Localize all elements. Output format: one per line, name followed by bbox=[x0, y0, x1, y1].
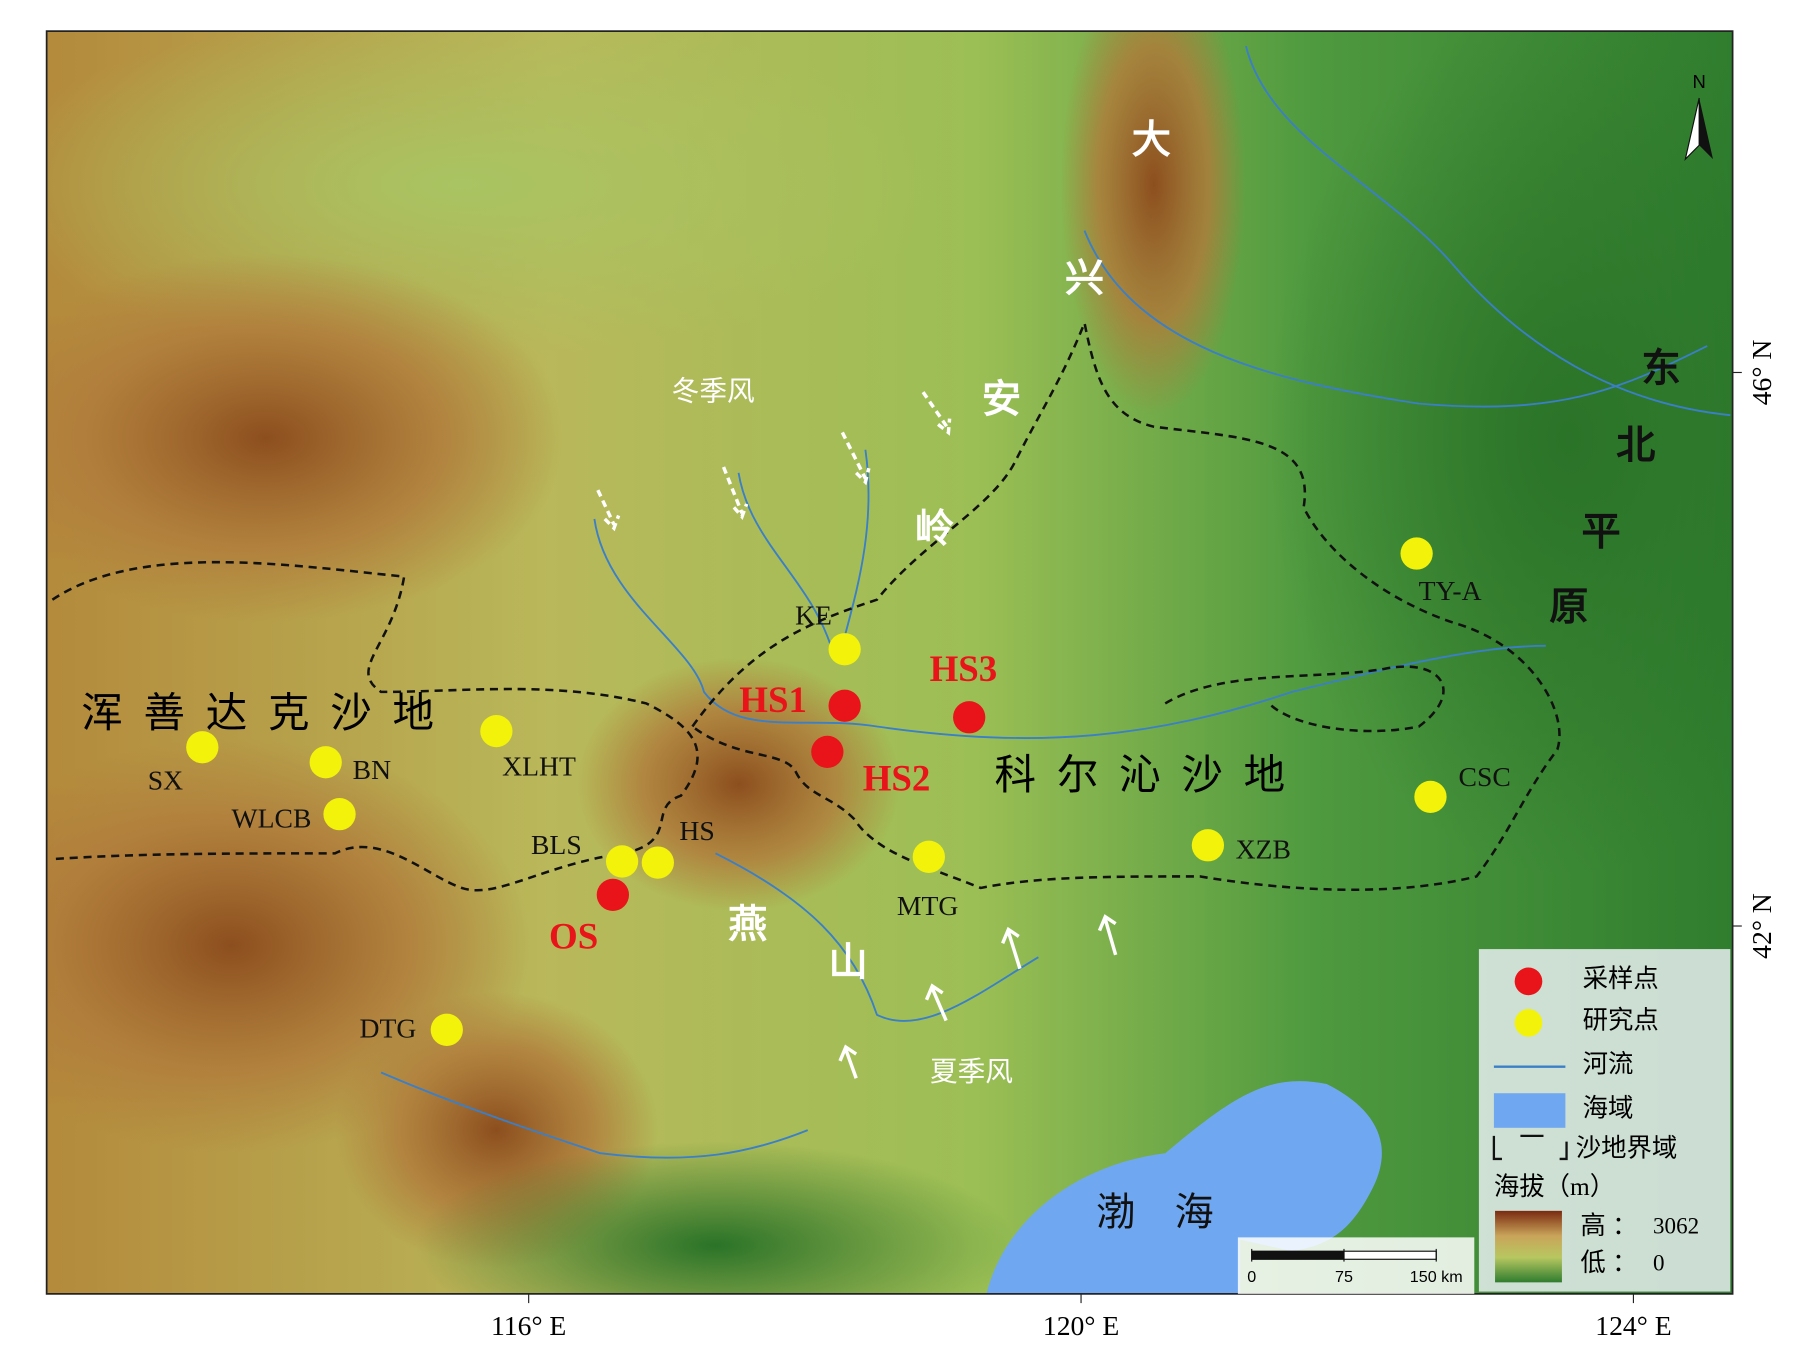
legend-label: 研究点 bbox=[1583, 1007, 1659, 1035]
legend-sea-symbol bbox=[1493, 1093, 1566, 1128]
legend-label: 低 ： bbox=[1580, 1249, 1637, 1277]
study-site bbox=[323, 798, 356, 831]
study-site bbox=[186, 731, 219, 764]
study-site bbox=[641, 846, 674, 879]
legend-label: 河流 bbox=[1583, 1051, 1634, 1079]
legend-label: 沙地界域 bbox=[1576, 1135, 1677, 1163]
sampling-site bbox=[811, 735, 844, 769]
region-label: 北 bbox=[1616, 425, 1655, 468]
study-site bbox=[912, 840, 945, 873]
scale-segment bbox=[1343, 1250, 1437, 1260]
region-label: 浑善达克沙地 bbox=[81, 690, 455, 736]
region-label: 渤海 bbox=[1096, 1192, 1253, 1235]
y-tick-label: 42° N bbox=[1746, 893, 1777, 959]
scale-tick-label: 0 bbox=[1247, 1268, 1256, 1286]
study-site-label: XZB bbox=[1236, 834, 1291, 865]
study-site-label: TY-A bbox=[1419, 575, 1482, 606]
region-label: 科尔沁沙地 bbox=[995, 752, 1306, 798]
study-site bbox=[1400, 537, 1433, 570]
study-site-label: KE bbox=[795, 599, 832, 630]
scale-box bbox=[1237, 1237, 1475, 1294]
sampling-site bbox=[828, 689, 861, 722]
legend-elevation-ramp bbox=[1495, 1210, 1562, 1283]
study-site bbox=[309, 746, 342, 779]
region-label: 原 bbox=[1549, 586, 1588, 629]
region-label: 安 bbox=[982, 379, 1021, 422]
study-site-label: XLHT bbox=[502, 751, 576, 782]
north-arrow: N bbox=[1684, 71, 1713, 161]
sampling-site-label: HS2 bbox=[863, 757, 931, 798]
sampling-site bbox=[596, 878, 629, 912]
scale-tick-label: 150 km bbox=[1410, 1268, 1463, 1286]
study-site-label: HS bbox=[679, 815, 714, 846]
study-site-label: DTG bbox=[360, 1012, 417, 1043]
x-tick-label: 120° E bbox=[1043, 1310, 1119, 1341]
sampling-site-label: OS bbox=[549, 915, 598, 956]
study-site-label: BN bbox=[353, 754, 391, 785]
scale-bar: 0 75 150 km bbox=[1237, 1237, 1475, 1294]
wind-label: 冬季风 bbox=[672, 376, 755, 407]
legend-sampling-symbol bbox=[1514, 967, 1543, 996]
scale-tick-label: 75 bbox=[1335, 1268, 1353, 1286]
legend-title: 海拔（m） bbox=[1494, 1173, 1615, 1201]
study-site-label: BLS bbox=[531, 829, 582, 860]
study-site bbox=[1414, 780, 1447, 813]
region-label: 大 bbox=[1132, 119, 1171, 162]
north-label: N bbox=[1692, 71, 1705, 92]
map-frame bbox=[45, 30, 1734, 1295]
legend-value: 3062 bbox=[1653, 1212, 1699, 1238]
study-site-label: MTG bbox=[897, 890, 958, 921]
study-site bbox=[430, 1013, 463, 1046]
study-site bbox=[605, 845, 639, 878]
sampling-site-label: HS3 bbox=[930, 648, 998, 689]
study-site bbox=[828, 633, 861, 666]
scale-segment bbox=[1251, 1250, 1345, 1260]
sampling-site bbox=[953, 701, 986, 734]
summer-wind-arrows bbox=[838, 914, 1118, 1079]
region-label: 兴 bbox=[1065, 258, 1104, 301]
legend-label: 高 ： bbox=[1580, 1212, 1637, 1240]
legend-label: 海域 bbox=[1583, 1094, 1634, 1122]
winter-wind-arrows bbox=[596, 391, 952, 532]
y-tick-label: 46° N bbox=[1746, 340, 1777, 406]
legend: 采样点 研究点 河流 海域 沙地界域 海拔（m） 高 ： 3062 低 ： 0 bbox=[1478, 949, 1731, 1292]
x-tick-label: 116° E bbox=[491, 1310, 566, 1341]
legend-sand-symbol bbox=[1492, 1134, 1568, 1161]
x-tick-label: 124° E bbox=[1595, 1310, 1671, 1341]
study-site-label: SX bbox=[148, 764, 183, 795]
region-label: 山 bbox=[829, 941, 868, 984]
study-site bbox=[480, 714, 513, 748]
sampling-site-label: HS1 bbox=[739, 679, 807, 720]
region-label: 平 bbox=[1582, 511, 1621, 554]
study-site-label: CSC bbox=[1459, 761, 1511, 792]
legend-study-symbol bbox=[1514, 1009, 1543, 1037]
region-label: 东 bbox=[1642, 347, 1681, 390]
wind-label: 夏季风 bbox=[930, 1056, 1013, 1087]
study-site bbox=[1191, 829, 1225, 862]
region-label: 岭 bbox=[915, 508, 954, 551]
region-label: 燕 bbox=[728, 903, 767, 946]
legend-value: 0 bbox=[1653, 1249, 1665, 1275]
study-site-label: WLCB bbox=[232, 802, 312, 833]
legend-label: 采样点 bbox=[1583, 965, 1659, 993]
